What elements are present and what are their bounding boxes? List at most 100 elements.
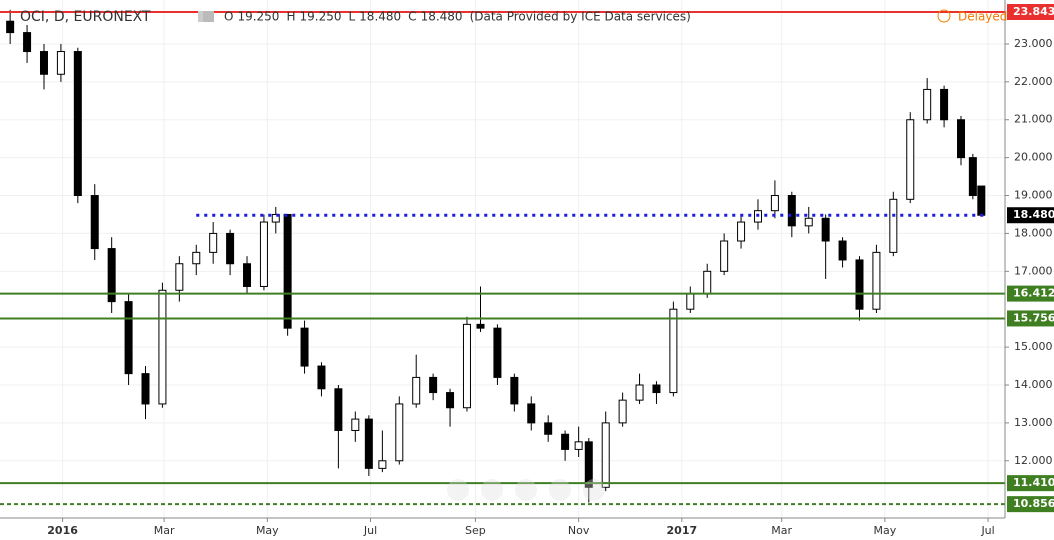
status: Delayed: [958, 10, 1007, 24]
y-tick-label: 23.000: [1014, 37, 1053, 50]
level-label: 10.856: [1013, 497, 1054, 510]
candle-body: [889, 198, 898, 253]
candle-body: [226, 232, 235, 265]
level-label-bg: [1007, 4, 1054, 21]
candle-body: [686, 293, 695, 310]
x-tick-label: Nov: [568, 524, 590, 537]
y-tick-label: 14.000: [1014, 378, 1053, 391]
candle-body: [192, 251, 201, 265]
candle-body: [940, 88, 949, 121]
x-tick-label: May: [256, 524, 279, 537]
x-tick-label: Jul: [363, 524, 377, 537]
delayed-icon: [937, 9, 951, 23]
candle-body: [73, 51, 82, 197]
candle-body: [39, 51, 48, 75]
candle-body: [175, 263, 184, 291]
candle-body: [209, 232, 218, 253]
candle-body: [510, 376, 519, 405]
candle-body: [804, 217, 813, 227]
candle-body: [838, 240, 847, 261]
x-tick-label: 2016: [47, 524, 78, 537]
y-tick-label: 19.000: [1014, 189, 1053, 202]
nav-buttons: [447, 479, 605, 501]
candle-body: [618, 399, 627, 424]
button[interactable]: [549, 479, 571, 501]
y-tick-label: 17.000: [1014, 264, 1053, 277]
candle-body: [90, 195, 99, 250]
candle-body: [821, 217, 830, 242]
x-tick-label: Jul: [980, 524, 994, 537]
x-tick-label: Mar: [771, 524, 792, 537]
candle-body: [561, 433, 570, 450]
candle-body: [446, 392, 455, 409]
axes: 12.000 13.000 14.000 15.000 17.000 18.000 19.0…: [47, 37, 1052, 537]
button[interactable]: [447, 479, 469, 501]
candle-body: [652, 384, 661, 394]
candle-body: [720, 240, 729, 272]
header: OCI, D, EURONEXT Delayed O 19.250 H 19.250 L…: [20, 9, 1007, 25]
candle-body: [300, 327, 309, 367]
candle-body: [259, 221, 268, 287]
candle-body: [124, 301, 133, 375]
ohlc-label: H: [286, 10, 295, 24]
levels: 23.843 16.412 15.756 11.410 10.856 18.480: [0, 4, 1054, 513]
x-tick-label: May: [873, 524, 896, 537]
button[interactable]: [481, 479, 503, 501]
candle-body: [527, 403, 536, 424]
ohlc-value: 18.480: [421, 10, 463, 24]
candle-body: [957, 119, 966, 159]
candle-body: [317, 365, 326, 390]
button[interactable]: [583, 479, 605, 501]
y-tick-label: 13.000: [1014, 416, 1053, 429]
candle-body: [584, 441, 593, 488]
level-label: 16.412: [1013, 287, 1054, 300]
ohlc-label: C: [408, 10, 416, 24]
level-label: 15.756: [1013, 311, 1054, 324]
candle-body: [6, 20, 15, 34]
x-tick-label: 2017: [667, 524, 698, 537]
level-label-bg: [1007, 207, 1054, 224]
icon[interactable]: [203, 11, 214, 22]
x-tick-label: Mar: [154, 524, 175, 537]
source-note: (Data Provided by ICE Data services): [470, 10, 691, 24]
candle-body: [544, 422, 553, 435]
candle-body: [462, 323, 471, 409]
candle-body: [334, 388, 343, 431]
y-tick-label: 21.000: [1014, 113, 1053, 126]
candle-body: [787, 195, 796, 227]
candle-body: [574, 441, 583, 450]
candle-body: [977, 185, 986, 216]
ohlc-value: 19.250: [237, 10, 279, 24]
candle-body: [703, 270, 712, 295]
level-label-bg: [1007, 285, 1054, 302]
ohlc-value: 18.480: [359, 10, 401, 24]
candle-body: [23, 32, 32, 53]
button[interactable]: [515, 479, 537, 501]
candle-body: [158, 289, 167, 405]
y-tick-label: 12.000: [1014, 454, 1053, 467]
ohlc-label: O: [224, 10, 233, 24]
candle-body: [351, 418, 360, 431]
y-tick-label: 20.000: [1014, 151, 1053, 164]
y-tick-label: 22.000: [1014, 75, 1053, 88]
candle-body: [872, 251, 881, 310]
y-tick-label: 15.000: [1014, 340, 1053, 353]
candle-body: [141, 373, 150, 405]
candle-body: [364, 418, 373, 469]
level-label: 18.480: [1013, 208, 1054, 221]
candle-body: [635, 384, 644, 401]
candle-body: [378, 460, 387, 469]
candle-body: [770, 195, 779, 212]
ohlc-label: L: [348, 10, 355, 24]
candle-body: [412, 376, 421, 405]
candle-body: [107, 248, 116, 303]
y-tick-label: 18.000: [1014, 226, 1053, 239]
level-label-bg: [1007, 475, 1054, 492]
candle-body: [906, 119, 915, 200]
ohlc-value: 19.250: [299, 10, 341, 24]
level-label-bg: [1007, 310, 1054, 327]
candle-body: [855, 259, 864, 310]
level-label: 11.410: [1013, 476, 1054, 489]
